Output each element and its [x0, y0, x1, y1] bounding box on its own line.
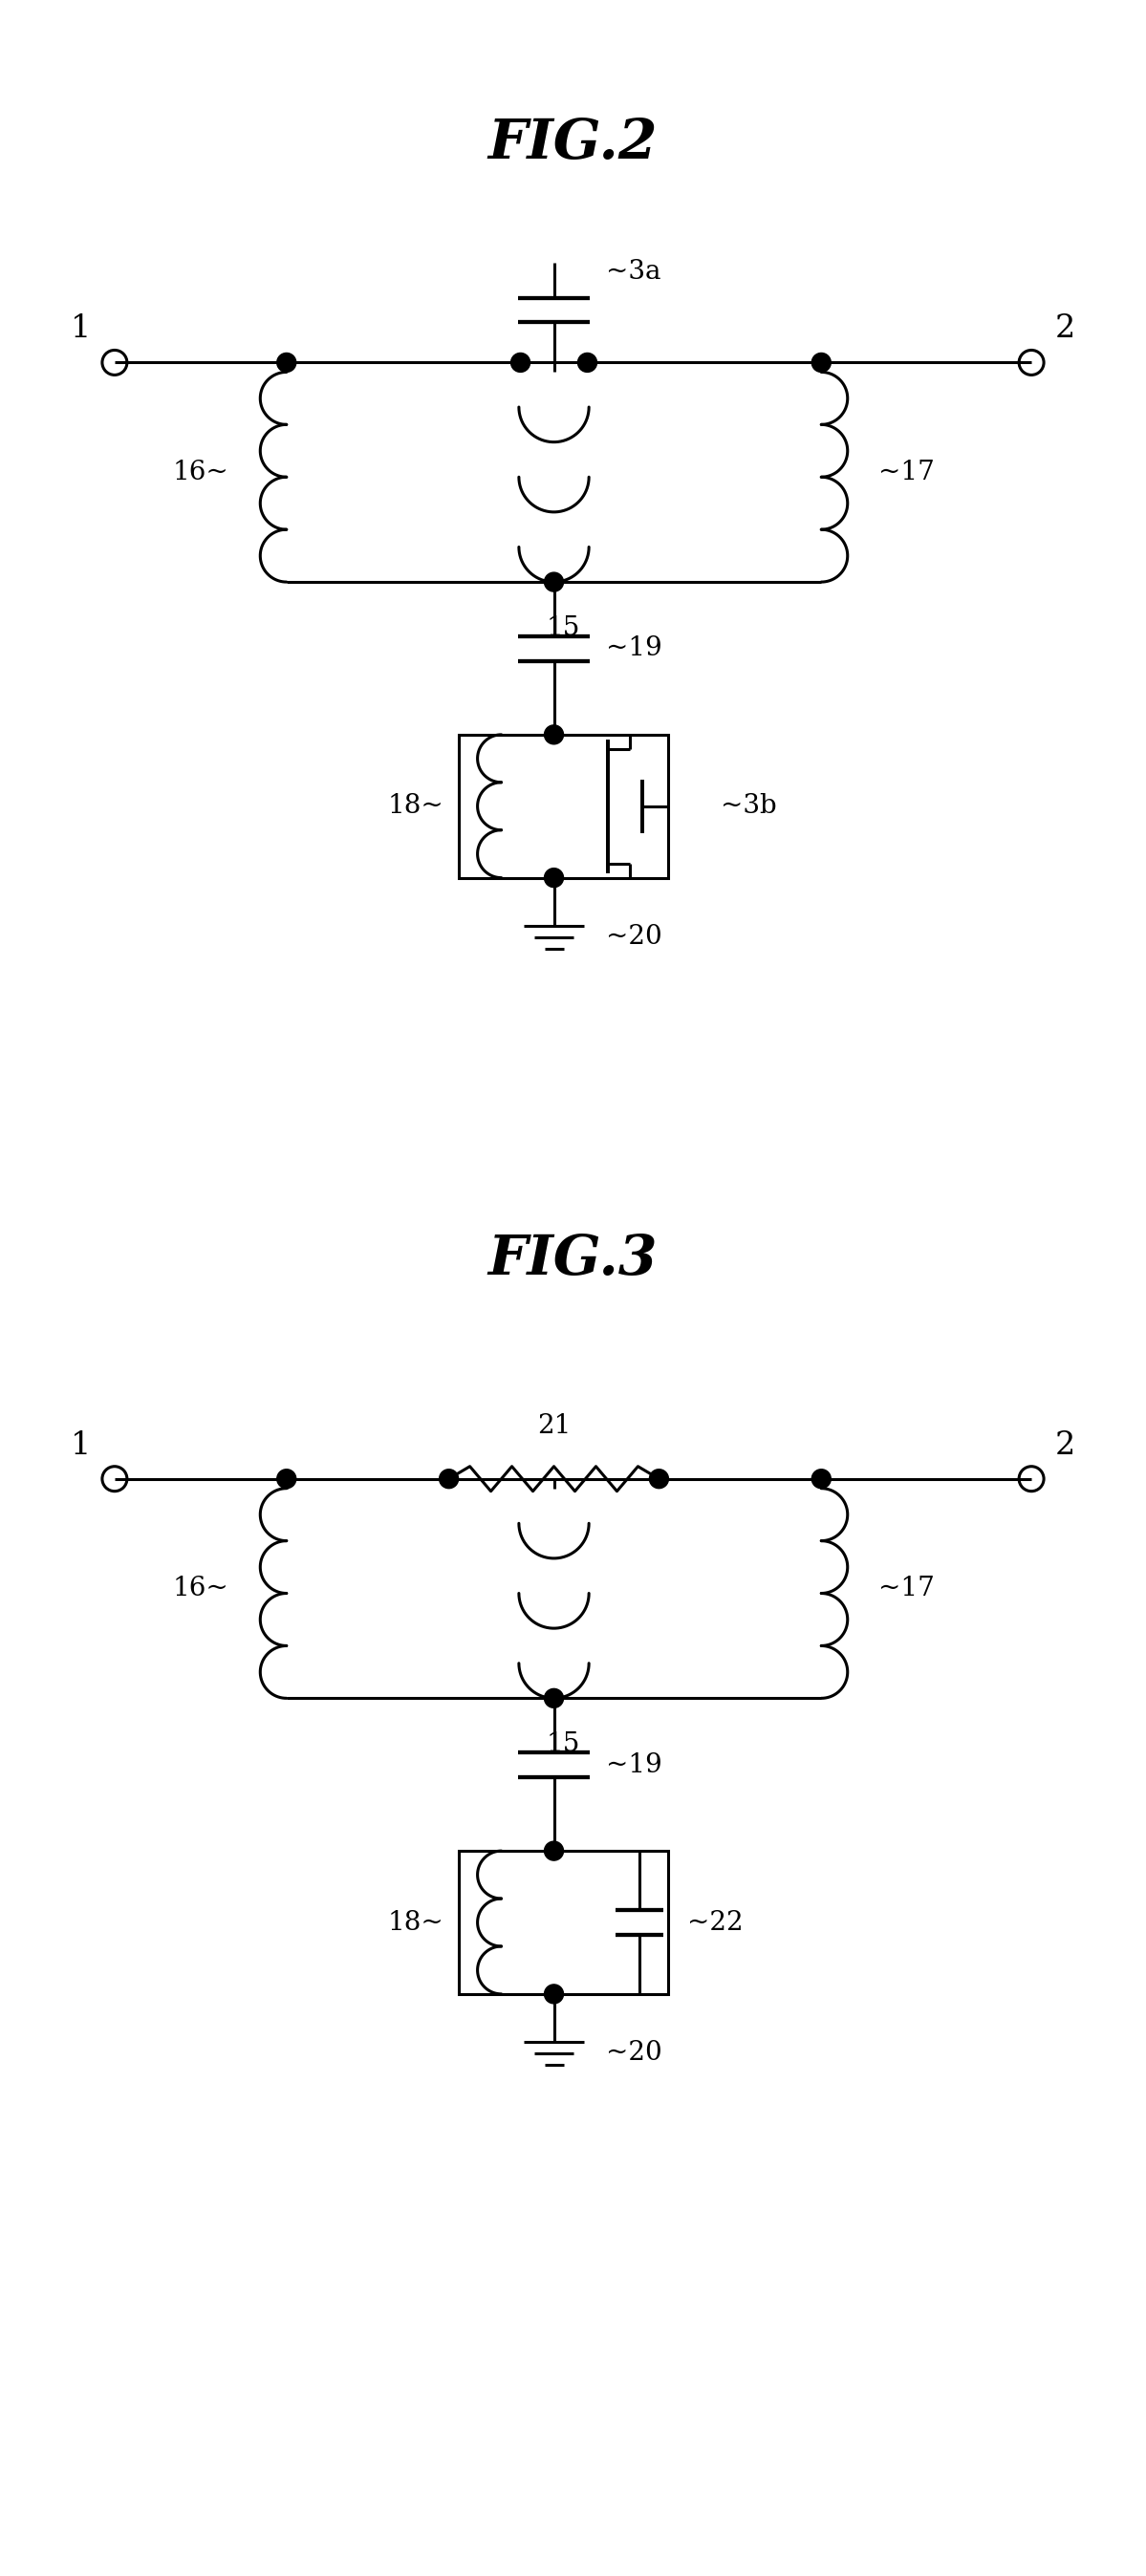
Text: FIG.3: FIG.3 — [488, 1231, 658, 1285]
Text: ~19: ~19 — [606, 636, 662, 662]
Text: ~3b: ~3b — [721, 793, 777, 819]
Text: 16~: 16~ — [173, 459, 229, 484]
Circle shape — [544, 1842, 564, 1860]
Text: ~20: ~20 — [606, 2040, 662, 2066]
Circle shape — [277, 353, 296, 371]
Text: ~19: ~19 — [606, 1752, 662, 1777]
Text: 15: 15 — [547, 616, 580, 641]
Text: ~17: ~17 — [879, 1577, 935, 1602]
Circle shape — [544, 1984, 564, 2004]
Circle shape — [277, 1468, 296, 1489]
Circle shape — [439, 1468, 458, 1489]
Text: 1: 1 — [71, 1430, 92, 1461]
Text: ~20: ~20 — [606, 925, 662, 951]
Circle shape — [650, 1468, 668, 1489]
Text: ~22: ~22 — [688, 1909, 744, 1935]
Text: 2: 2 — [1054, 1430, 1075, 1461]
Text: 18~: 18~ — [388, 1909, 444, 1935]
Circle shape — [544, 1690, 564, 1708]
Circle shape — [511, 353, 529, 371]
Text: FIG.2: FIG.2 — [488, 116, 658, 170]
Text: ~3a: ~3a — [606, 260, 661, 286]
Bar — [458, 1852, 668, 1994]
Text: 15: 15 — [547, 1731, 580, 1757]
Text: 21: 21 — [537, 1414, 571, 1440]
Text: 2: 2 — [1054, 314, 1075, 345]
Circle shape — [544, 572, 564, 592]
Text: 16~: 16~ — [173, 1577, 229, 1602]
Text: 1: 1 — [71, 314, 92, 345]
Circle shape — [544, 868, 564, 886]
Bar — [458, 734, 668, 878]
Text: ~17: ~17 — [879, 459, 935, 484]
Circle shape — [544, 724, 564, 744]
Circle shape — [811, 353, 831, 371]
Circle shape — [811, 1468, 831, 1489]
Circle shape — [578, 353, 597, 371]
Text: 18~: 18~ — [388, 793, 444, 819]
